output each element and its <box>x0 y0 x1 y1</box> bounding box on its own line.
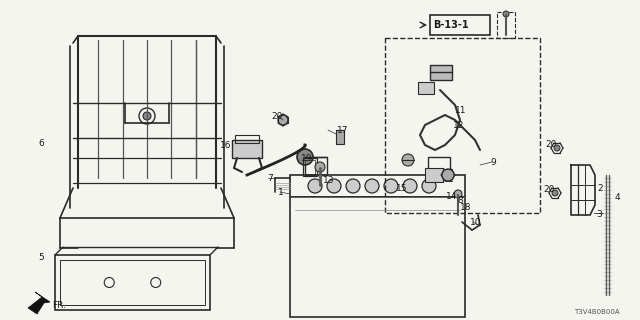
Text: 20: 20 <box>545 140 556 148</box>
Bar <box>303 158 317 176</box>
Text: 10: 10 <box>470 218 481 227</box>
Circle shape <box>554 145 560 151</box>
Bar <box>336 130 344 144</box>
Circle shape <box>402 154 414 166</box>
Bar <box>305 160 315 174</box>
Bar <box>425 168 443 182</box>
Bar <box>430 65 452 80</box>
Bar <box>55 255 210 310</box>
Text: 5: 5 <box>38 252 44 261</box>
Circle shape <box>403 179 417 193</box>
Circle shape <box>315 162 325 172</box>
Text: 2: 2 <box>597 183 603 193</box>
Circle shape <box>346 179 360 193</box>
Text: 3: 3 <box>596 210 602 219</box>
Text: 11: 11 <box>455 106 467 115</box>
Text: B-13-1: B-13-1 <box>433 20 468 30</box>
Bar <box>385 38 540 213</box>
Circle shape <box>552 190 558 196</box>
Circle shape <box>442 169 454 181</box>
Text: 8: 8 <box>457 196 463 204</box>
Text: 4: 4 <box>615 193 621 202</box>
Text: T3V4B0B00A: T3V4B0B00A <box>574 309 620 315</box>
Text: 7: 7 <box>267 173 273 182</box>
Bar <box>232 140 262 158</box>
Polygon shape <box>28 292 50 314</box>
Bar <box>235 135 259 143</box>
Bar <box>428 157 450 175</box>
Circle shape <box>278 115 288 125</box>
Circle shape <box>308 179 322 193</box>
Bar <box>60 260 205 305</box>
Text: 6: 6 <box>38 139 44 148</box>
Text: FR.: FR. <box>52 301 66 310</box>
Bar <box>418 82 434 94</box>
Text: 17: 17 <box>337 125 349 134</box>
Text: 15: 15 <box>396 183 408 193</box>
Text: 9: 9 <box>490 157 496 166</box>
Text: 13: 13 <box>323 175 335 185</box>
Text: 20: 20 <box>271 111 282 121</box>
Circle shape <box>422 179 436 193</box>
Text: 16: 16 <box>220 140 232 149</box>
Bar <box>497 12 515 38</box>
Bar <box>290 197 465 317</box>
Circle shape <box>503 11 509 17</box>
Circle shape <box>327 179 341 193</box>
Text: 19: 19 <box>301 154 312 163</box>
Text: 1: 1 <box>278 188 284 196</box>
Circle shape <box>384 179 398 193</box>
Circle shape <box>454 190 462 198</box>
Text: 12: 12 <box>453 121 465 130</box>
Bar <box>430 15 490 35</box>
Circle shape <box>365 179 379 193</box>
Circle shape <box>297 149 313 165</box>
Bar <box>305 157 327 175</box>
Bar <box>290 175 465 197</box>
Text: 20: 20 <box>543 185 554 194</box>
Text: 18: 18 <box>460 203 472 212</box>
Circle shape <box>143 112 151 120</box>
Text: 14: 14 <box>446 191 458 201</box>
